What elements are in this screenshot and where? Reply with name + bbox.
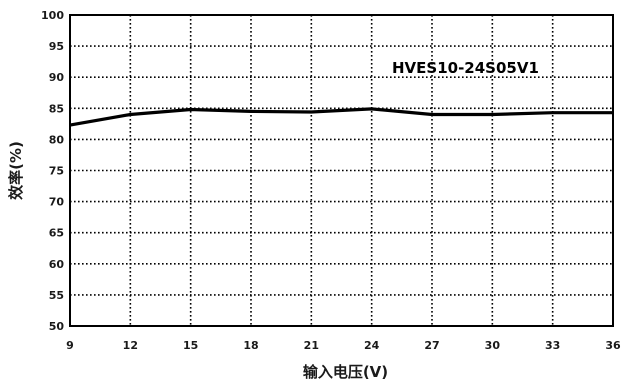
y-tick-label: 50	[49, 320, 65, 333]
x-tick-label: 36	[605, 339, 621, 352]
x-tick-label: 9	[66, 339, 74, 352]
y-tick-label: 80	[49, 133, 65, 146]
plot-frame	[69, 14, 614, 327]
x-tick-label: 18	[243, 339, 258, 352]
tick-labels: 9 12 15 18 21 24 27 30 33 36 50 55 60 65 70 75 80 85 90 95 1…	[41, 9, 621, 352]
x-tick-label: 21	[304, 339, 319, 352]
y-tick-label: 100	[41, 9, 64, 22]
y-tick-label: 70	[49, 196, 65, 209]
y-tick-label: 85	[49, 102, 64, 115]
model-annotation: HVES10-24S05V1	[392, 59, 539, 77]
y-tick-label: 60	[49, 258, 65, 271]
y-tick-label: 95	[49, 40, 64, 53]
grid-lines	[70, 15, 613, 326]
y-tick-label: 90	[49, 71, 65, 84]
x-axis-label: 输入电压(V)	[303, 363, 388, 381]
y-tick-label: 65	[49, 227, 64, 240]
x-tick-label: 30	[485, 339, 501, 352]
y-tick-label: 75	[49, 165, 64, 178]
x-tick-label: 27	[424, 339, 439, 352]
y-tick-label: 55	[49, 289, 64, 302]
x-tick-label: 33	[545, 339, 560, 352]
efficiency-series-line	[69, 107, 613, 127]
x-tick-label: 24	[364, 339, 380, 352]
series-layer	[69, 107, 614, 127]
y-axis-label: 效率(%)	[7, 141, 25, 200]
x-tick-label: 15	[183, 339, 198, 352]
x-tick-label: 12	[123, 339, 138, 352]
